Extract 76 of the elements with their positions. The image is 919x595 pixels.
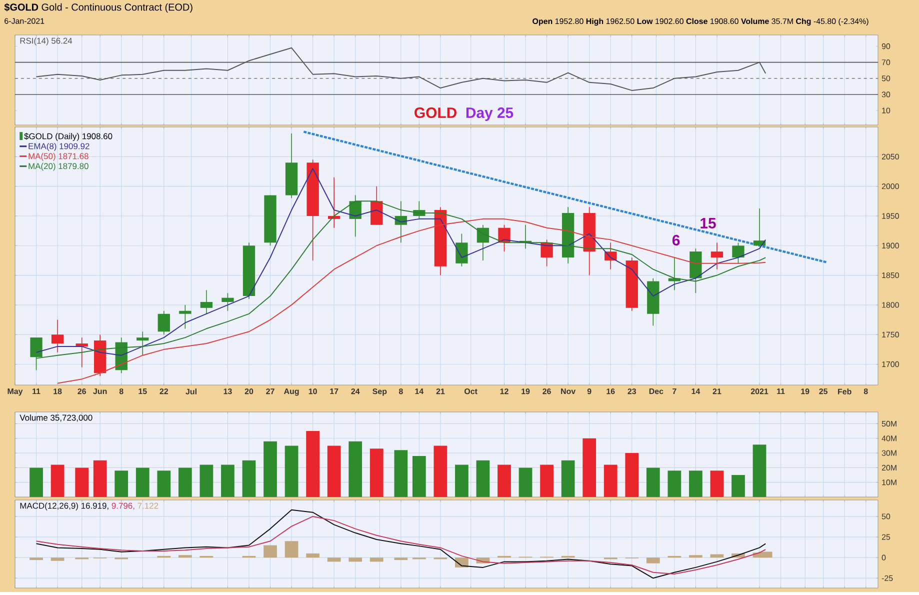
bar — [114, 470, 128, 498]
text: GOLD — [414, 108, 456, 118]
text: RSI(14) 56.24 — [20, 38, 72, 46]
bar — [327, 446, 341, 498]
candlestick — [222, 292, 234, 312]
bar — [668, 470, 682, 498]
bar — [348, 441, 362, 498]
legend-label: MA(50) 1871.68 — [28, 153, 88, 161]
bar — [30, 468, 43, 498]
bar — [284, 446, 298, 498]
bar — [221, 464, 234, 498]
text: Day 25 — [466, 108, 514, 122]
bar — [50, 464, 64, 498]
candlestick — [30, 337, 42, 371]
legend-label: EMA(8) 1909.92 — [28, 143, 90, 151]
candlestick — [200, 290, 213, 314]
bar — [646, 558, 660, 564]
bar — [200, 464, 214, 498]
bar — [394, 558, 408, 560]
bar — [75, 468, 89, 498]
text: Volume 35,723,000 — [20, 414, 92, 422]
bar — [394, 450, 408, 498]
candlestick — [328, 177, 340, 228]
bar — [306, 431, 320, 498]
annotation: 15 — [700, 218, 716, 229]
bar — [348, 558, 362, 562]
bar — [30, 558, 43, 560]
bar — [370, 448, 384, 498]
annotation: 6 — [672, 235, 680, 246]
bar — [284, 541, 298, 558]
bar — [625, 453, 639, 498]
text: 7.122 — [138, 502, 158, 509]
bar — [561, 460, 575, 498]
candlestick — [456, 233, 468, 267]
legend-label: MA(20) 1879.80 — [28, 162, 88, 171]
bar — [327, 558, 341, 562]
text: 9.796, — [112, 502, 134, 510]
line-series — [36, 516, 766, 575]
candlestick — [710, 242, 724, 270]
bar — [242, 460, 256, 498]
bar — [732, 475, 745, 498]
bar — [752, 444, 766, 498]
bar — [50, 558, 64, 561]
bar — [136, 468, 150, 498]
candlestick — [179, 304, 192, 330]
bar — [518, 468, 532, 498]
bar — [710, 470, 724, 498]
candlestick — [136, 331, 149, 356]
bar — [370, 558, 384, 562]
text: MACD(12,26,9) 16.919, — [20, 502, 108, 510]
text: $GOLD Gold - Continuous Contract (EOD) — [4, 3, 192, 13]
bar — [178, 468, 192, 498]
bar — [306, 554, 320, 558]
bar — [476, 460, 490, 498]
bar — [264, 441, 277, 498]
candlestick — [370, 186, 383, 226]
candlestick — [158, 310, 170, 336]
bar — [582, 438, 596, 498]
bar — [498, 464, 511, 498]
bar — [264, 545, 277, 558]
bar — [540, 464, 554, 498]
bar — [689, 555, 702, 558]
bar — [604, 464, 618, 498]
bar — [689, 470, 702, 498]
line-series — [36, 509, 766, 579]
bar — [412, 456, 426, 498]
bar — [178, 555, 192, 558]
bar — [93, 460, 107, 498]
bar — [455, 464, 468, 498]
bar — [646, 468, 660, 498]
legend-label: $GOLD (Daily) 1908.60 — [24, 132, 112, 141]
bar — [157, 470, 171, 498]
bar — [434, 446, 448, 498]
candlestick — [732, 242, 744, 264]
candlestick — [76, 337, 88, 368]
candlestick — [51, 319, 64, 353]
